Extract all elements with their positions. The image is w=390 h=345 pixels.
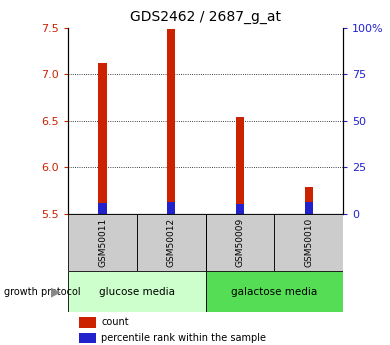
Text: glucose media: glucose media <box>99 287 175 296</box>
Bar <box>99 203 107 214</box>
Bar <box>236 117 244 214</box>
Text: growth protocol: growth protocol <box>4 287 80 296</box>
Bar <box>167 202 176 214</box>
Bar <box>305 202 313 214</box>
Text: GSM50011: GSM50011 <box>98 218 107 267</box>
Bar <box>206 214 275 271</box>
Bar <box>305 187 313 214</box>
Text: count: count <box>101 317 129 327</box>
Bar <box>68 214 137 271</box>
Text: GSM50009: GSM50009 <box>236 218 245 267</box>
Text: GSM50010: GSM50010 <box>304 218 313 267</box>
Text: ▶: ▶ <box>51 285 60 298</box>
Bar <box>99 63 107 214</box>
Bar <box>236 204 244 214</box>
Bar <box>275 214 343 271</box>
Text: percentile rank within the sample: percentile rank within the sample <box>101 333 266 343</box>
Text: galactose media: galactose media <box>231 287 317 296</box>
Bar <box>137 214 206 271</box>
Bar <box>167 29 176 214</box>
Bar <box>206 271 343 312</box>
Title: GDS2462 / 2687_g_at: GDS2462 / 2687_g_at <box>130 10 281 24</box>
Bar <box>68 271 206 312</box>
Bar <box>79 317 96 328</box>
Bar <box>79 333 96 344</box>
Text: GSM50012: GSM50012 <box>167 218 176 267</box>
